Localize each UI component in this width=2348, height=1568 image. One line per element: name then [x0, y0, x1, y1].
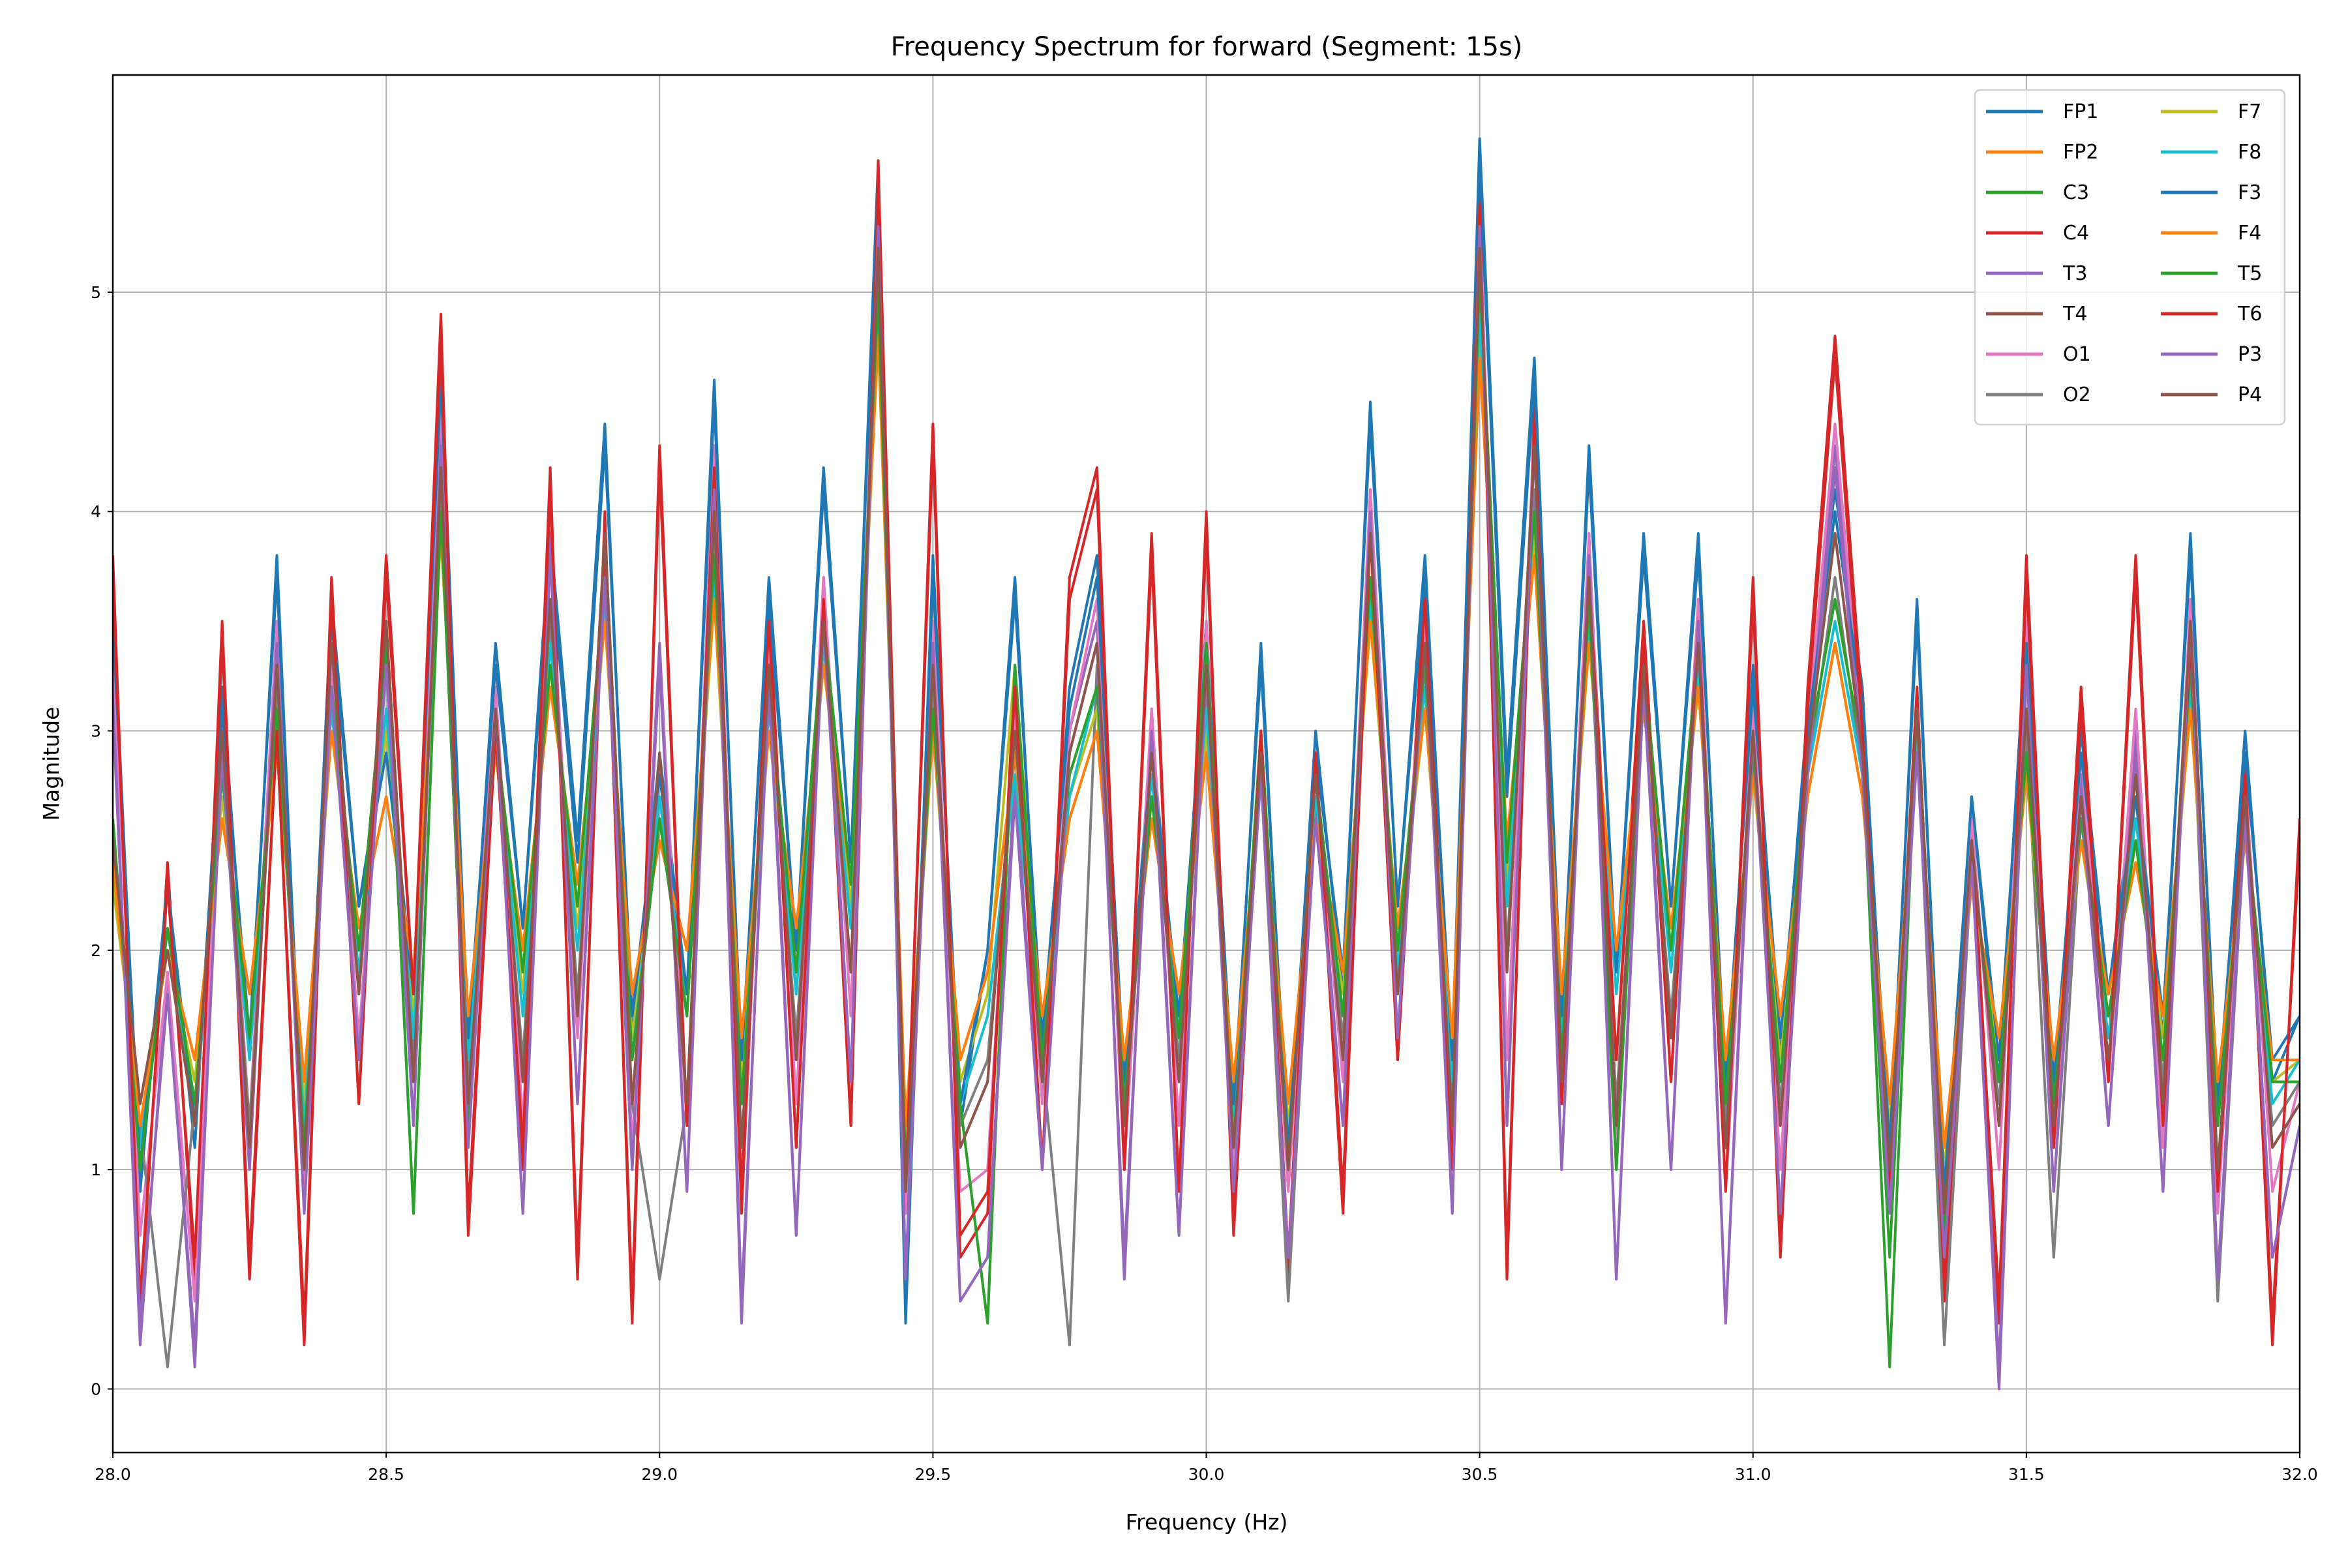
- legend-label: T6: [2237, 303, 2262, 325]
- chart-title: Frequency Spectrum for forward (Segment:…: [891, 32, 1523, 62]
- y-tick-label: 2: [91, 941, 101, 960]
- legend-entry-t6: T6: [2161, 303, 2262, 325]
- legend-box: [1974, 89, 2286, 426]
- x-tick-label: 29.0: [641, 1465, 678, 1484]
- legend-label: F4: [2238, 222, 2261, 245]
- x-axis-label: Frequency (Hz): [1126, 1509, 1288, 1535]
- x-tick-label: 30.5: [1462, 1465, 1498, 1484]
- y-tick-label: 4: [91, 502, 101, 521]
- y-tick-label: 5: [91, 283, 101, 302]
- legend-label: T3: [2062, 262, 2087, 285]
- legend-entry-c4: C4: [1986, 222, 2089, 245]
- x-tick-label: 31.0: [1735, 1465, 1771, 1484]
- legend-entry-o2: O2: [1986, 384, 2091, 406]
- legend-label: C3: [2063, 181, 2089, 204]
- legend-label: F3: [2238, 181, 2261, 204]
- x-tick-label: 30.0: [1188, 1465, 1225, 1484]
- legend-entry-p4: P4: [2161, 384, 2262, 406]
- legend-label: O1: [2063, 343, 2091, 366]
- legend-entry-f4: F4: [2161, 222, 2261, 245]
- x-tick-label: 28.5: [368, 1465, 404, 1484]
- legend-entry-o1: O1: [1986, 343, 2091, 366]
- ticks: 28.0 28.5 29.0 29.5 30.0 30.5 31.0 31.5 32.0 0 1 2 3…: [91, 283, 2318, 1484]
- legend-entry-t4: T4: [1986, 303, 2087, 325]
- legend-label: T4: [2062, 303, 2087, 325]
- legend-entry-fp1: FP1: [1986, 100, 2098, 123]
- legend-label: F7: [2238, 100, 2261, 123]
- x-tick-label: 29.5: [915, 1465, 952, 1484]
- y-tick-label: 0: [91, 1380, 101, 1398]
- y-axis-label: Magnitude: [38, 707, 64, 821]
- x-tick-label: 31.5: [2008, 1465, 2045, 1484]
- legend-entry-t3: T3: [1986, 262, 2087, 285]
- legend-entry-c3: C3: [1986, 181, 2089, 204]
- legend-label: T5: [2237, 262, 2262, 285]
- legend-entry-f8: F8: [2161, 141, 2261, 164]
- y-tick-label: 3: [91, 722, 101, 741]
- legend-entry-p3: P3: [2161, 343, 2262, 366]
- x-tick-label: 32.0: [2281, 1465, 2318, 1484]
- legend-entry-t5: T5: [2161, 262, 2262, 285]
- legend-label: C4: [2063, 222, 2089, 245]
- legend-entry-fp2: FP2: [1986, 141, 2098, 164]
- legend-label: FP2: [2063, 141, 2098, 164]
- x-tick-label: 28.0: [95, 1465, 131, 1484]
- legend-entry-f7: F7: [2161, 100, 2261, 123]
- legend-label: P4: [2238, 384, 2262, 406]
- series-line-f4: [113, 335, 2300, 1149]
- legend-label: P3: [2238, 343, 2262, 366]
- legend-entry-f3: F3: [2161, 181, 2261, 204]
- legend-label: F8: [2238, 141, 2261, 164]
- series-group: [113, 137, 2300, 1391]
- legend-label: O2: [2063, 384, 2091, 406]
- series-line-p4: [113, 247, 2300, 1215]
- y-tick-label: 1: [91, 1160, 101, 1179]
- legend-label: FP1: [2063, 100, 2098, 123]
- legend: FP1 FP2 C3 C4 T3 T4 O1 O2 F7 F8 F3 F4 T5 T6 P3 P4: [1974, 89, 2286, 426]
